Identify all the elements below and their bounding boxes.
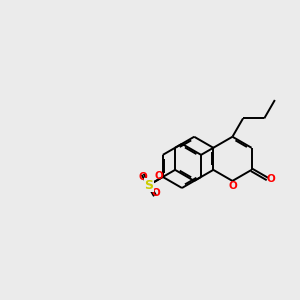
Text: O: O [154, 171, 163, 181]
Text: S: S [144, 178, 153, 191]
Text: O: O [228, 181, 237, 191]
Text: O: O [139, 172, 148, 182]
Text: O: O [267, 174, 276, 184]
Text: O: O [151, 188, 160, 198]
